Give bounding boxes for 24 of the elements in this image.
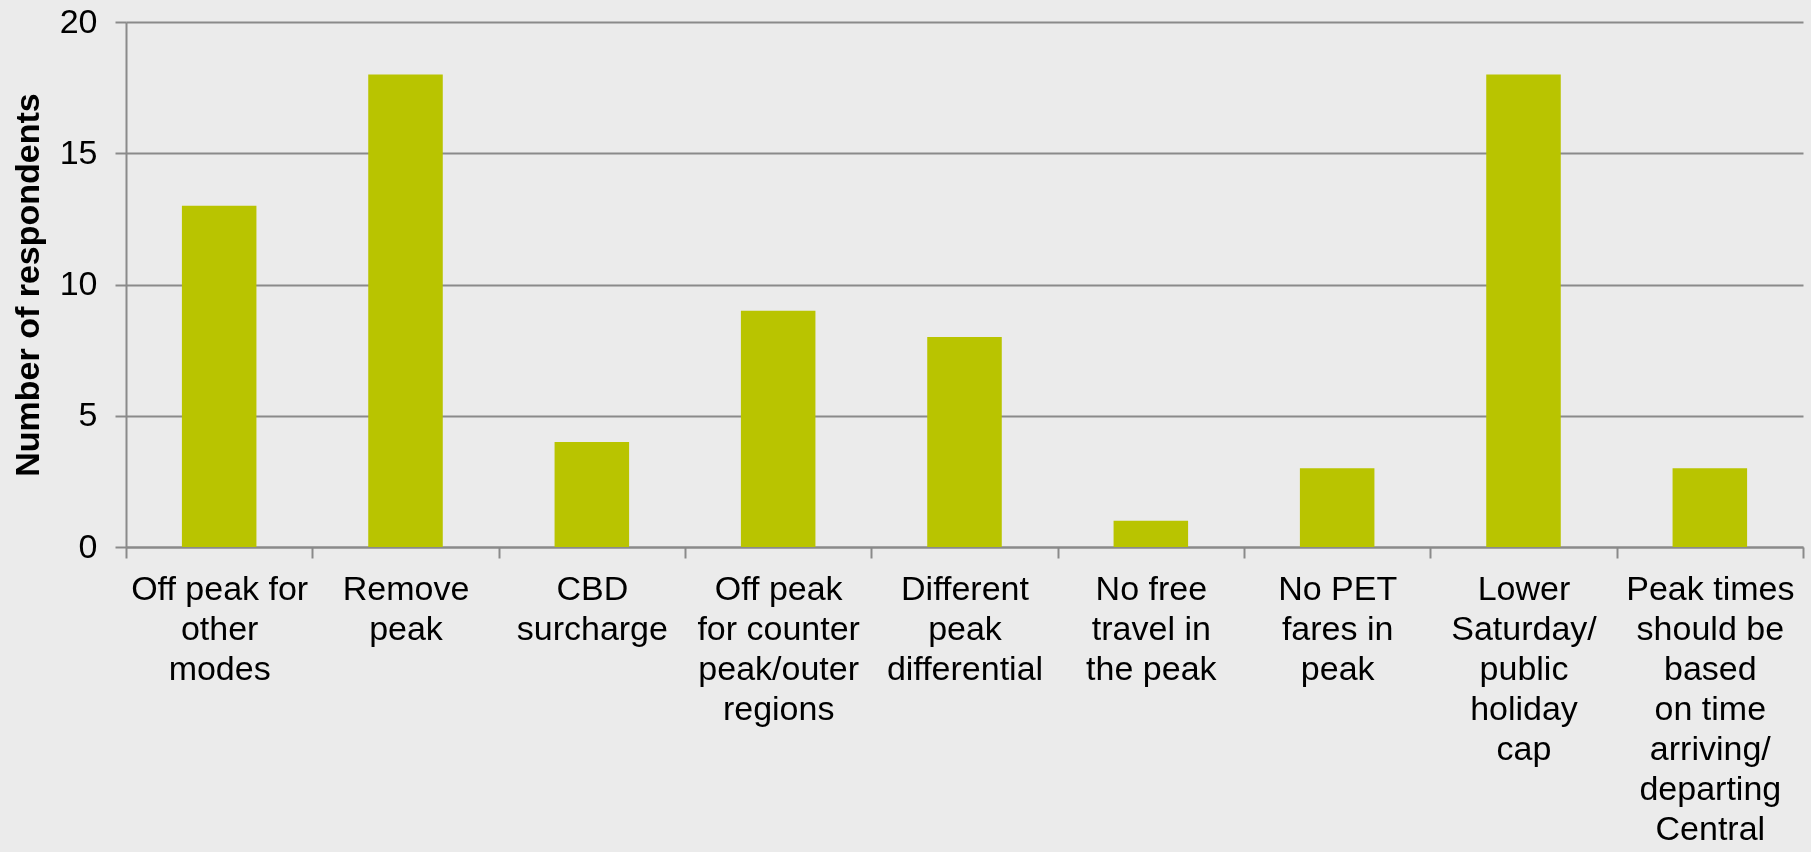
bar	[740, 310, 816, 547]
bar	[927, 337, 1002, 547]
bar	[181, 205, 257, 547]
x-tick-label: Lower Saturday/ public holiday cap	[1451, 568, 1598, 767]
x-tick-label: No free travel in the peak	[1086, 568, 1218, 687]
x-tick-label: No PET fares in peak	[1278, 568, 1398, 687]
bar	[1299, 468, 1375, 547]
bar	[1113, 520, 1189, 547]
y-tick-label: 20	[59, 1, 98, 40]
y-axis-title: Number of respondents	[7, 93, 46, 477]
y-tick-label: 0	[78, 526, 98, 565]
bar	[554, 442, 630, 547]
x-tick-label: Peak times should be based on time arriving/ departing Central	[1626, 568, 1795, 847]
x-tick-label: Off peak for other modes	[131, 568, 309, 687]
x-tick-label: CBD surcharge	[516, 568, 668, 647]
y-tick-label: 15	[59, 132, 98, 171]
bar	[1672, 468, 1748, 547]
x-tick-label: Off peak for counter peak/outer regions	[697, 568, 860, 727]
bar	[1486, 74, 1561, 547]
y-tick-label: 5	[78, 395, 98, 434]
y-tick-label: 10	[59, 264, 98, 302]
bar	[368, 74, 443, 547]
x-tick-label: Different peak differential	[886, 568, 1044, 687]
x-tick-label: Remove peak	[342, 568, 470, 647]
